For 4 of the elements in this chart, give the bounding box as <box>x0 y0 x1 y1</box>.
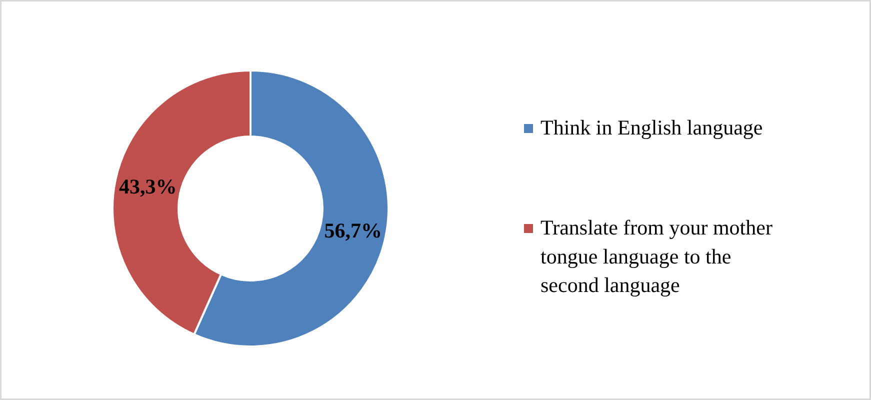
legend-label: Think in English language <box>540 116 763 140</box>
legend-label: Translate from your mother tongue language to the second language <box>540 216 772 298</box>
data-label: 43,3% <box>118 174 177 199</box>
data-label: 56,7% <box>324 218 382 242</box>
